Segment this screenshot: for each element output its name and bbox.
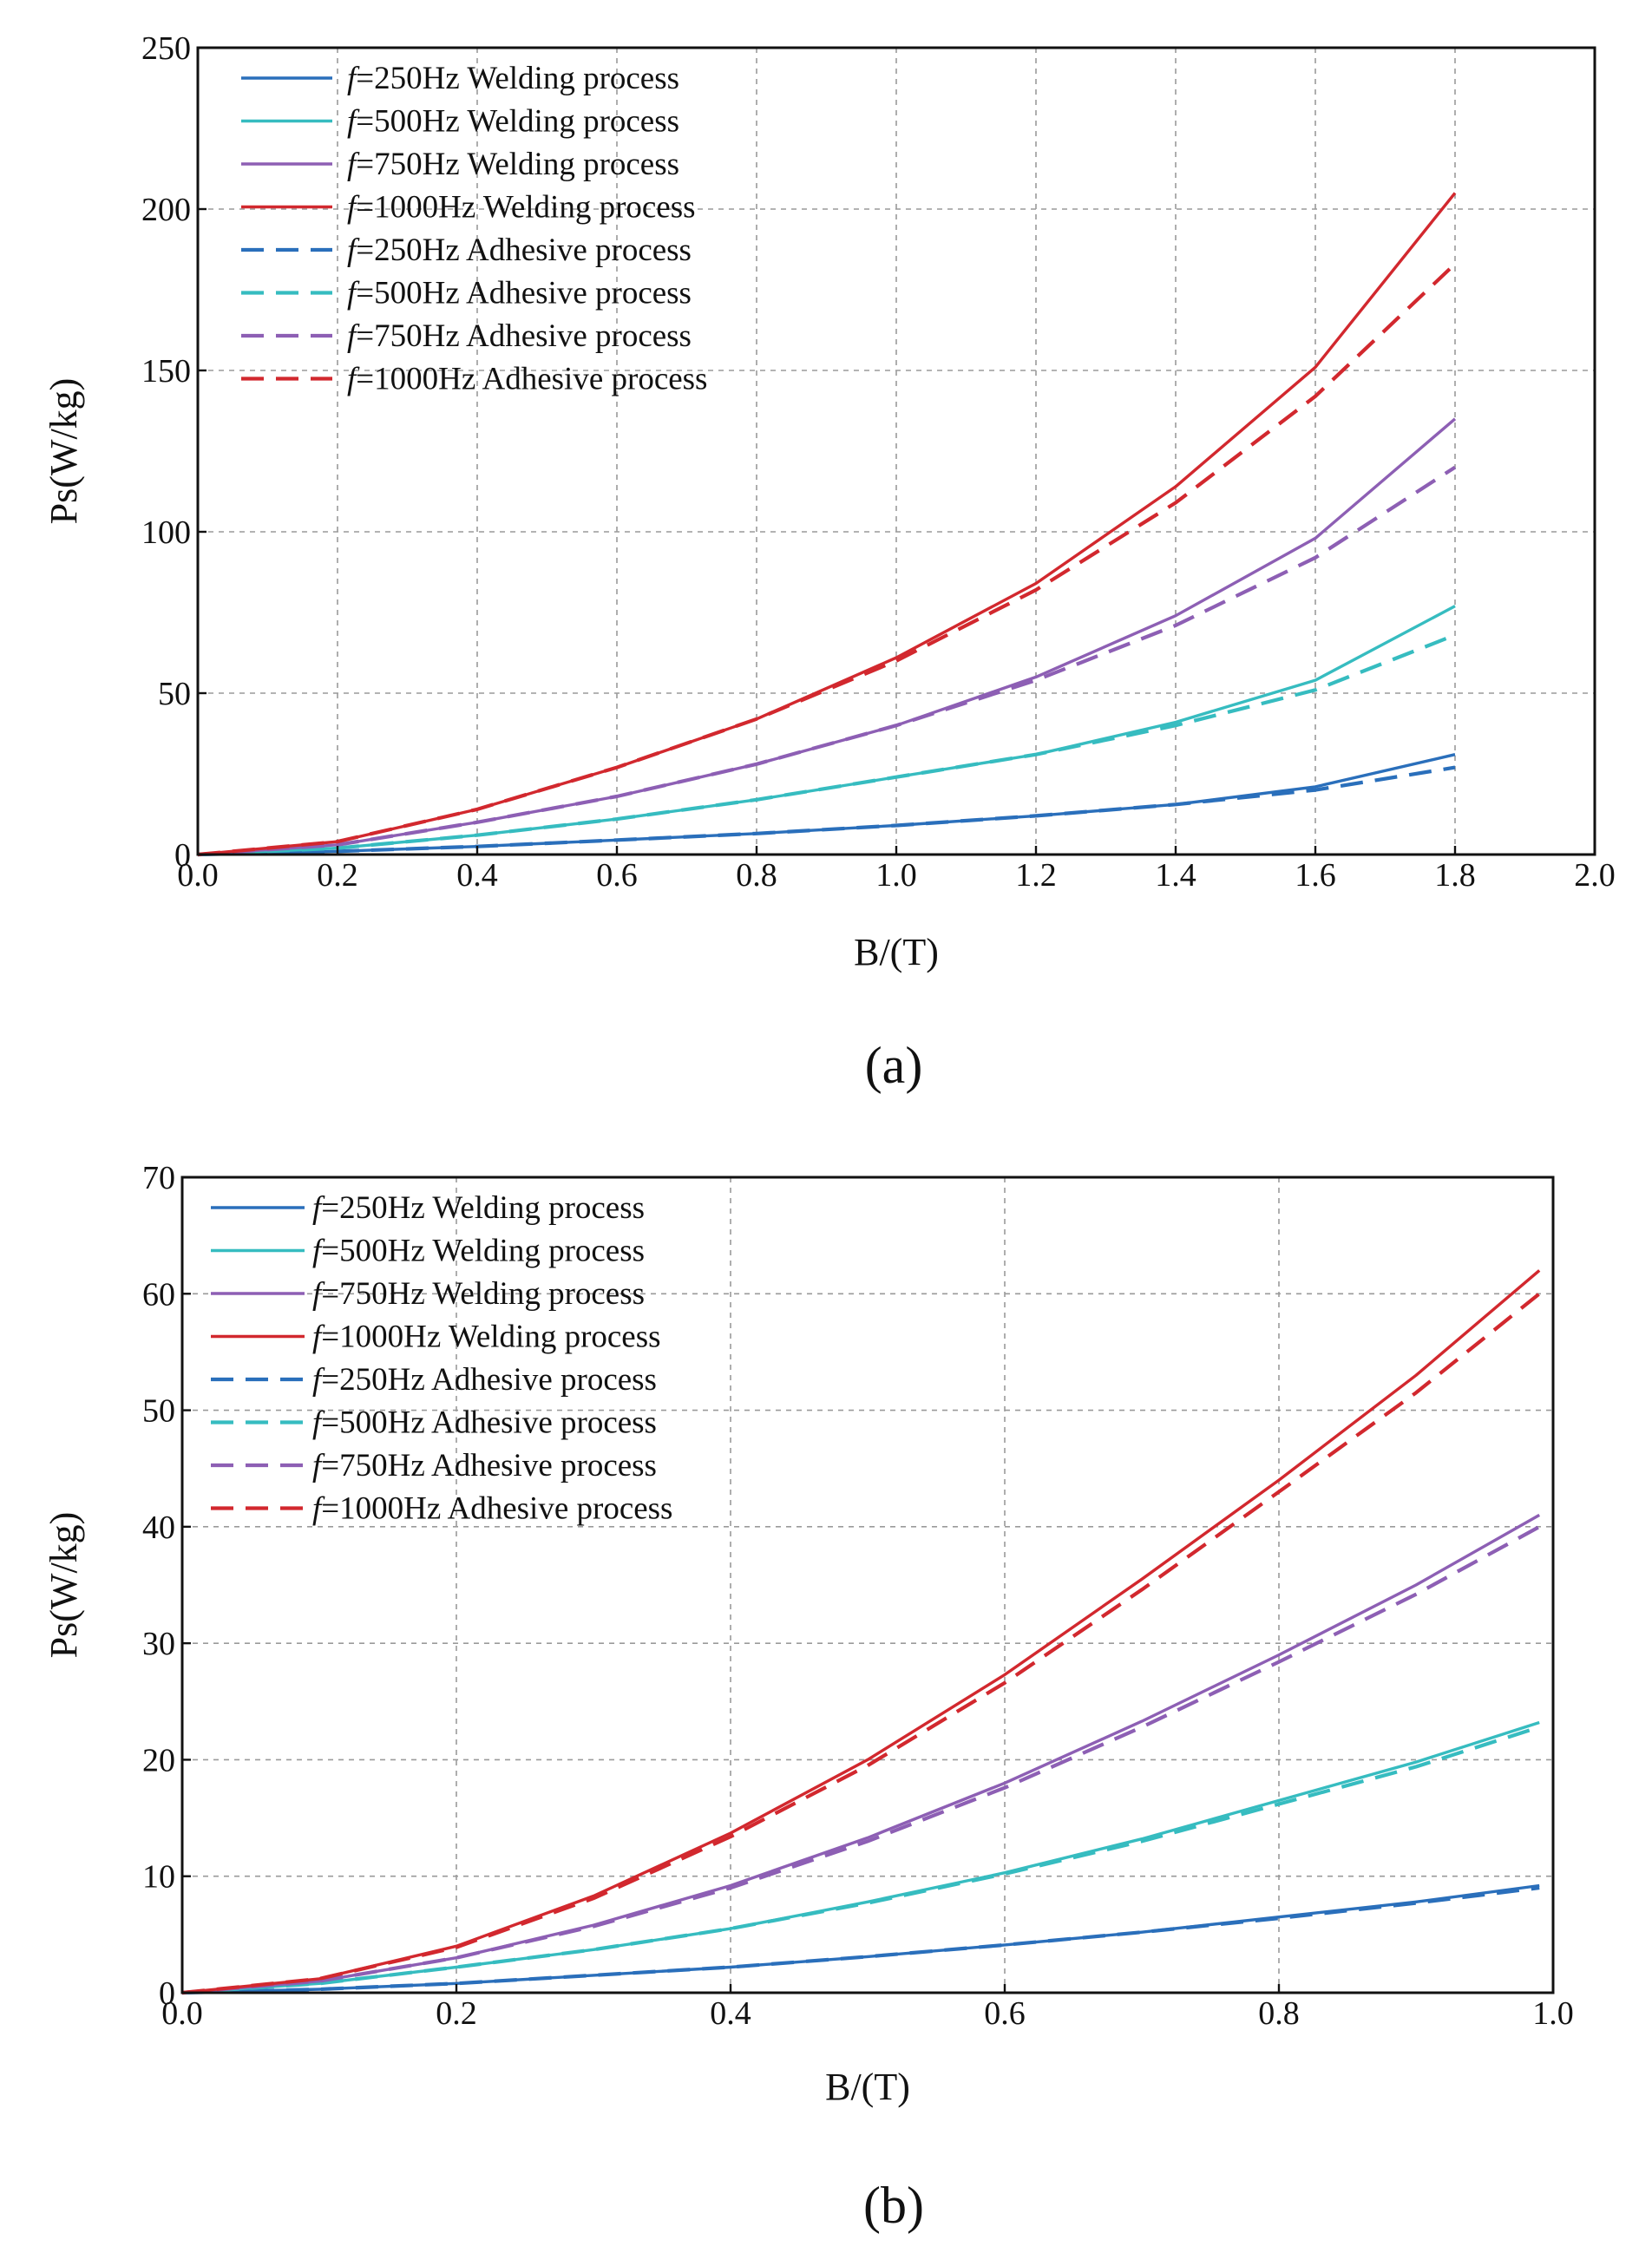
chart-a-ytick-label-5: 250 <box>141 30 191 67</box>
chart-a-legend: f=250Hz Welding process f=500Hz Welding p… <box>241 61 707 397</box>
chart-a-xtick-label-7: 1.4 <box>1155 857 1196 894</box>
chart-b-legend-label-0: f=250Hz Welding process <box>312 1190 645 1226</box>
chart-a-series-7-line <box>197 262 1457 857</box>
chart-b-series-2-line <box>181 1513 1541 1994</box>
chart-b-legend-label-1: f=500Hz Welding process <box>312 1234 645 1269</box>
chart-b-xtick-label-5: 1.0 <box>1532 1995 1574 2032</box>
chart-b-plot-frame <box>180 1176 1555 1994</box>
chart-b-legend-label-6: f=750Hz Adhesive process <box>312 1448 657 1483</box>
chart-a-legend-label-5: f=500Hz Adhesive process <box>347 276 692 311</box>
chart-b-xtick-label-4: 0.8 <box>1258 1995 1300 2032</box>
chart-a-xtick-label-5: 1.0 <box>875 857 917 894</box>
chart-b-series-group <box>181 1269 1541 1995</box>
chart-a-x-axis-title: B/(T) <box>854 931 939 973</box>
chart-b-x-axis-title: B/(T) <box>825 2066 910 2108</box>
chart-a-grid <box>198 48 1595 855</box>
chart-a-xtick-label-9: 1.8 <box>1434 857 1476 894</box>
chart-b-legend-label-2: f=750Hz Welding process <box>312 1276 645 1312</box>
chart-a-series-6-line <box>197 465 1457 857</box>
chart-a-xtick-label-1: 0.2 <box>317 857 358 894</box>
chart-b-series-5-line <box>181 1725 1540 1995</box>
chart-b-xtick-label-1: 0.2 <box>436 1995 477 2032</box>
chart-a-xtick-label-4: 0.8 <box>736 857 777 894</box>
chart-b-ytick-label-0: 0 <box>159 1975 175 2012</box>
chart-a-xtick-label-6: 1.2 <box>1015 857 1057 894</box>
chart-b-xtick-label-0: 0.0 <box>161 1995 203 2032</box>
chart-b-ytick-label-4: 40 <box>142 1510 175 1546</box>
chart-a-legend-label-7: f=1000Hz Adhesive process <box>347 362 707 397</box>
chart-a-y-axis-title: Ps(W/kg) <box>43 378 85 525</box>
chart-b-ytick-label-7: 70 <box>142 1160 175 1196</box>
chart-b-legend: f=250Hz Welding process f=500Hz Welding p… <box>211 1190 672 1527</box>
chart-a-xtick-label-10: 2.0 <box>1574 857 1616 894</box>
chart-a-xtick-label-0: 0.0 <box>177 857 219 894</box>
chart-a-legend-label-6: f=750Hz Adhesive process <box>347 318 692 354</box>
chart-a-legend-label-3: f=1000Hz Welding process <box>347 190 696 226</box>
chart-a-xtick-label-3: 0.6 <box>596 857 638 894</box>
chart-a-ytick-label-3: 150 <box>141 353 191 390</box>
chart-b-legend-label-7: f=1000Hz Adhesive process <box>312 1491 672 1527</box>
chart-a-series-0-line <box>197 753 1456 856</box>
chart-a-caption: (a) <box>865 1037 923 1094</box>
chart-a-ytick-label-2: 100 <box>141 514 191 551</box>
chart-a-ytick-label-4: 200 <box>141 192 191 228</box>
chart-a-xtick-label-2: 0.4 <box>456 857 498 894</box>
chart-b-ytick-label-5: 50 <box>142 1393 175 1430</box>
chart-b-grid <box>182 1177 1553 1993</box>
chart-a-ytick-label-0: 0 <box>174 837 191 874</box>
chart-b-ytick-label-3: 30 <box>142 1626 175 1662</box>
chart-a-series-group <box>197 192 1457 857</box>
chart-a-legend-label-1: f=500Hz Welding process <box>347 104 679 140</box>
chart-b-series-3-line <box>181 1269 1541 1994</box>
chart-b-y-axis-title: Ps(W/kg) <box>43 1512 85 1659</box>
chart-b-series-6-line <box>181 1525 1541 1995</box>
chart-b-ytick-label-6: 60 <box>142 1276 175 1313</box>
chart-a-xtick-label-8: 1.6 <box>1295 857 1336 894</box>
chart-b-xtick-label-3: 0.6 <box>984 1995 1026 2032</box>
chart-b-ytick-label-2: 20 <box>142 1742 175 1778</box>
chart-a-series-1-line <box>197 605 1456 856</box>
chart-a-series-5-line <box>197 633 1456 857</box>
chart-a-ytick-label-1: 50 <box>158 676 191 712</box>
chart-b: 0.0 0.2 0.4 0.6 0.8 1.0 0 10 20 30 40 50 60 70 B/(T) Ps… <box>43 1160 1574 2234</box>
chart-b-series-4-line <box>181 1886 1540 1995</box>
chart-a-legend-label-0: f=250Hz Welding process <box>347 61 679 96</box>
chart-a-legend-label-2: f=750Hz Welding process <box>347 147 679 182</box>
chart-a-legend-label-4: f=250Hz Adhesive process <box>347 233 692 268</box>
chart-b-legend-label-3: f=1000Hz Welding process <box>312 1320 661 1355</box>
chart-b-xtick-label-2: 0.4 <box>710 1995 751 2032</box>
chart-b-legend-label-5: f=500Hz Adhesive process <box>312 1405 657 1441</box>
chart-b-legend-label-4: f=250Hz Adhesive process <box>312 1362 657 1398</box>
chart-b-caption: (b) <box>863 2177 924 2234</box>
chart-a-series-4-line <box>197 765 1456 857</box>
chart-b-ytick-label-1: 10 <box>142 1859 175 1896</box>
chart-a: 0.0 0.2 0.4 0.6 0.8 1.0 1.2 1.4 1.6 1.8 2.0 0 50 100 1… <box>43 30 1616 1094</box>
